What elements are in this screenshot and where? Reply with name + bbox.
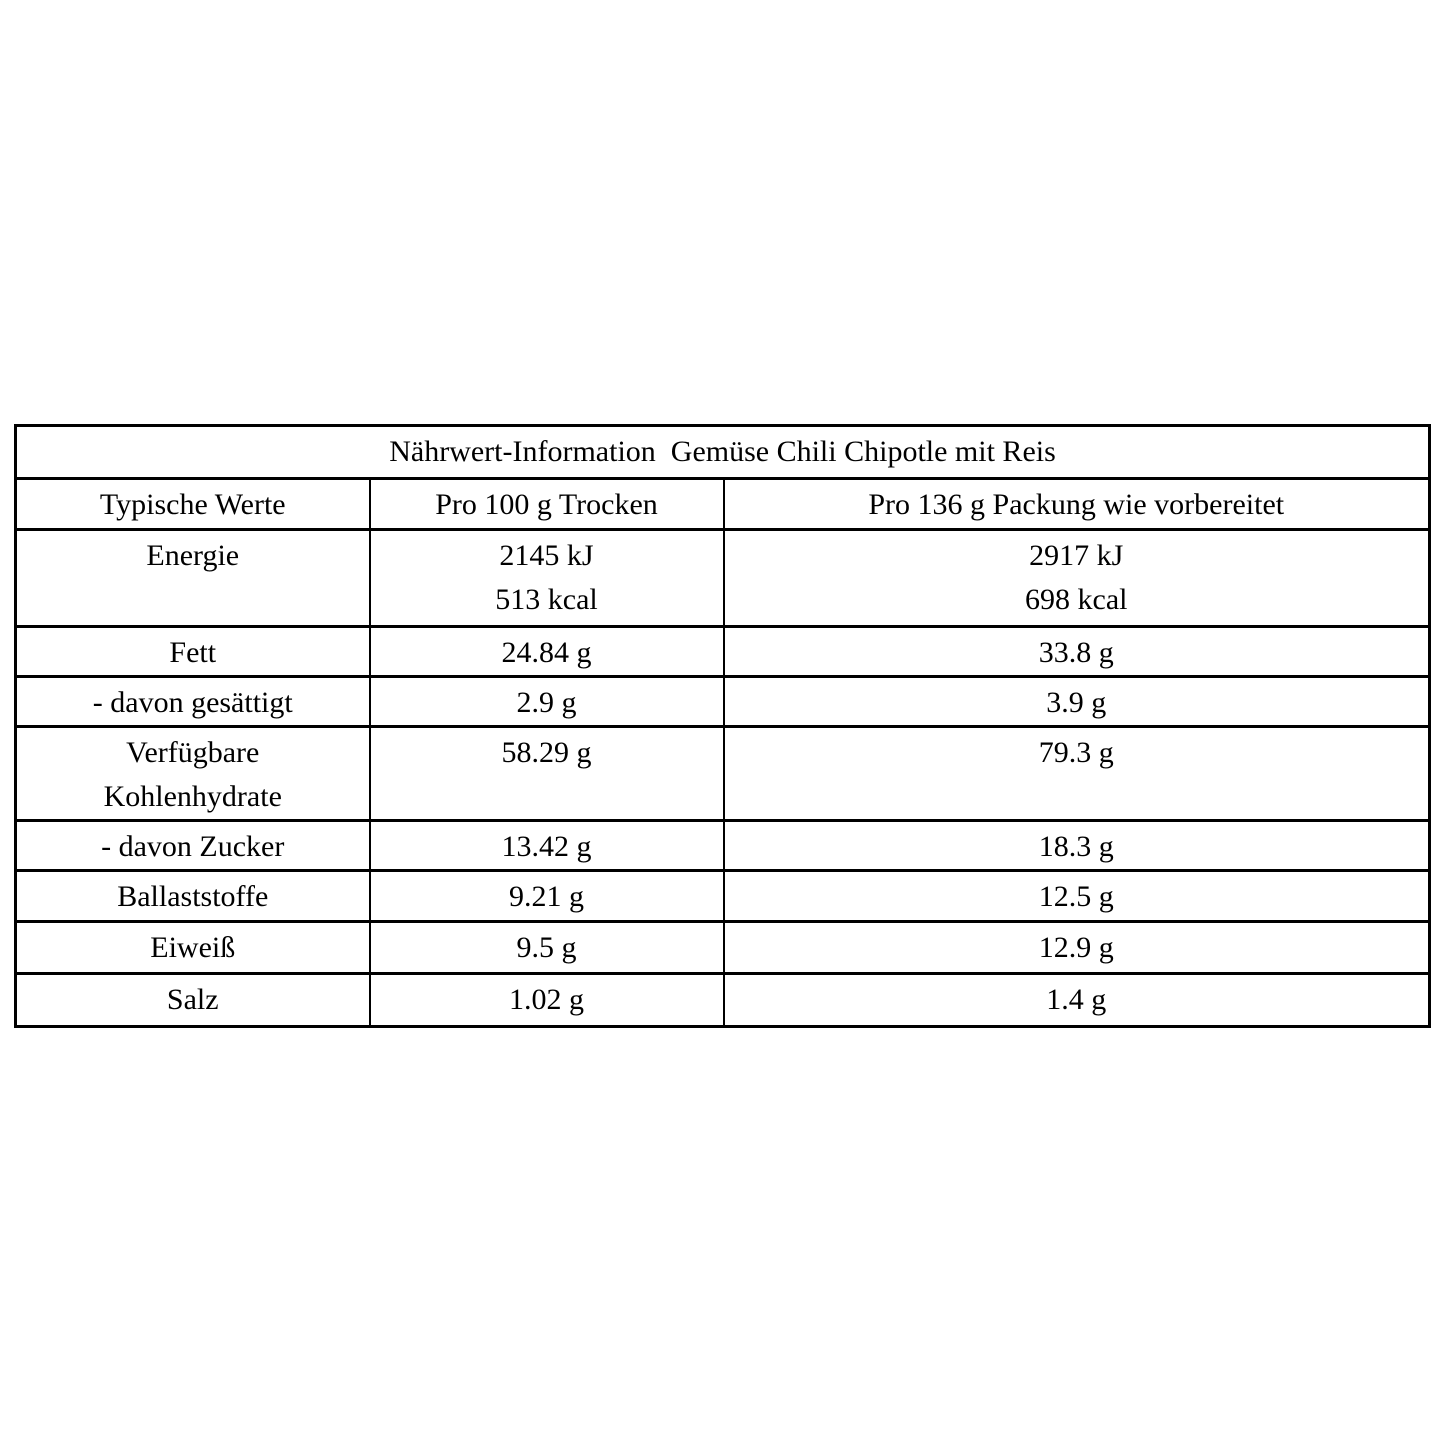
column-header-pro-136g-packung: Pro 136 g Packung wie vorbereitet xyxy=(722,477,1431,531)
cell-per-100g: 9.5 g xyxy=(368,920,725,975)
row-davon-gesaettigt: - davon gesättigt 2.9 g 3.9 g xyxy=(14,675,1431,728)
header-row: Typische Werte Pro 100 g Trocken Pro 136… xyxy=(14,477,1431,531)
label-line: Eiweiß xyxy=(150,931,236,964)
cell-per-136g: 12.5 g xyxy=(722,869,1431,923)
cell-per-136g: 79.3 g xyxy=(722,725,1431,822)
cell-per-100g: 13.42 g xyxy=(368,819,725,872)
value-line: 2.9 g xyxy=(516,686,577,719)
value-line: 79.3 g xyxy=(1038,736,1114,769)
label-line: Energie xyxy=(146,539,240,572)
cell-per-100g: 1.02 g xyxy=(368,972,725,1028)
cell-label: - davon Zucker xyxy=(14,819,371,872)
cell-per-136g: 1.4 g xyxy=(722,972,1431,1028)
value-line: 12.9 g xyxy=(1038,931,1114,964)
label-line: - davon Zucker xyxy=(101,830,285,863)
cell-per-100g: 58.29 g xyxy=(368,725,725,822)
label-line: - davon gesättigt xyxy=(92,686,293,719)
cell-per-136g: 3.9 g xyxy=(722,675,1431,728)
value-line: 698 kcal xyxy=(1025,583,1128,616)
value-line: 33.8 g xyxy=(1038,636,1114,669)
row-davon-zucker: - davon Zucker 13.42 g 18.3 g xyxy=(14,819,1431,872)
cell-label: Eiweiß xyxy=(14,920,371,975)
cell-label: Energie xyxy=(14,528,371,628)
cell-per-136g: 18.3 g xyxy=(722,819,1431,872)
row-salz: Salz 1.02 g 1.4 g xyxy=(14,972,1431,1028)
row-verfuegbare-kohlenhydrate: Verfügbare Kohlenhydrate 58.29 g 79.3 g xyxy=(14,725,1431,822)
column-header-pro-100g-trocken: Pro 100 g Trocken xyxy=(368,477,725,531)
cell-per-136g: 33.8 g xyxy=(722,625,1431,678)
value-line: 58.29 g xyxy=(501,736,592,769)
value-line: 18.3 g xyxy=(1038,830,1114,863)
label-line: Ballaststoffe xyxy=(117,880,269,913)
label-line: Verfügbare xyxy=(126,736,260,769)
row-ballaststoffe: Ballaststoffe 9.21 g 12.5 g xyxy=(14,869,1431,923)
value-line: 1.02 g xyxy=(509,983,584,1016)
value-line: 3.9 g xyxy=(1046,686,1107,719)
cell-label: Ballaststoffe xyxy=(14,869,371,923)
value-line: 2145 kJ xyxy=(499,539,594,572)
cell-label: Verfügbare Kohlenhydrate xyxy=(14,725,371,822)
table-title: Nährwert-Information Gemüse Chili Chipot… xyxy=(14,424,1431,480)
cell-per-100g: 2145 kJ 513 kcal xyxy=(368,528,725,628)
cell-per-100g: 24.84 g xyxy=(368,625,725,678)
label-line: Kohlenhydrate xyxy=(103,780,282,813)
cell-per-136g: 12.9 g xyxy=(722,920,1431,975)
value-line: 1.4 g xyxy=(1046,983,1107,1016)
row-fett: Fett 24.84 g 33.8 g xyxy=(14,625,1431,678)
cell-per-100g: 9.21 g xyxy=(368,869,725,923)
cell-label: Salz xyxy=(14,972,371,1028)
value-line: 9.5 g xyxy=(516,931,577,964)
nutrition-table: Nährwert-Information Gemüse Chili Chipot… xyxy=(14,424,1431,1028)
cell-per-100g: 2.9 g xyxy=(368,675,725,728)
cell-label: - davon gesättigt xyxy=(14,675,371,728)
value-line: 9.21 g xyxy=(509,880,584,913)
row-eiweiss: Eiweiß 9.5 g 12.9 g xyxy=(14,920,1431,975)
value-line: 13.42 g xyxy=(501,830,592,863)
value-line: 513 kcal xyxy=(495,583,598,616)
label-line: Salz xyxy=(166,983,219,1016)
value-line: 2917 kJ xyxy=(1029,539,1124,572)
column-header-typische-werte: Typische Werte xyxy=(14,477,371,531)
row-energie: Energie 2145 kJ 513 kcal 2917 kJ 698 kca… xyxy=(14,528,1431,628)
value-line: 12.5 g xyxy=(1038,880,1114,913)
value-line: 24.84 g xyxy=(501,636,592,669)
cell-label: Fett xyxy=(14,625,371,678)
cell-per-136g: 2917 kJ 698 kcal xyxy=(722,528,1431,628)
label-line: Fett xyxy=(169,636,217,669)
title-row: Nährwert-Information Gemüse Chili Chipot… xyxy=(14,424,1431,480)
